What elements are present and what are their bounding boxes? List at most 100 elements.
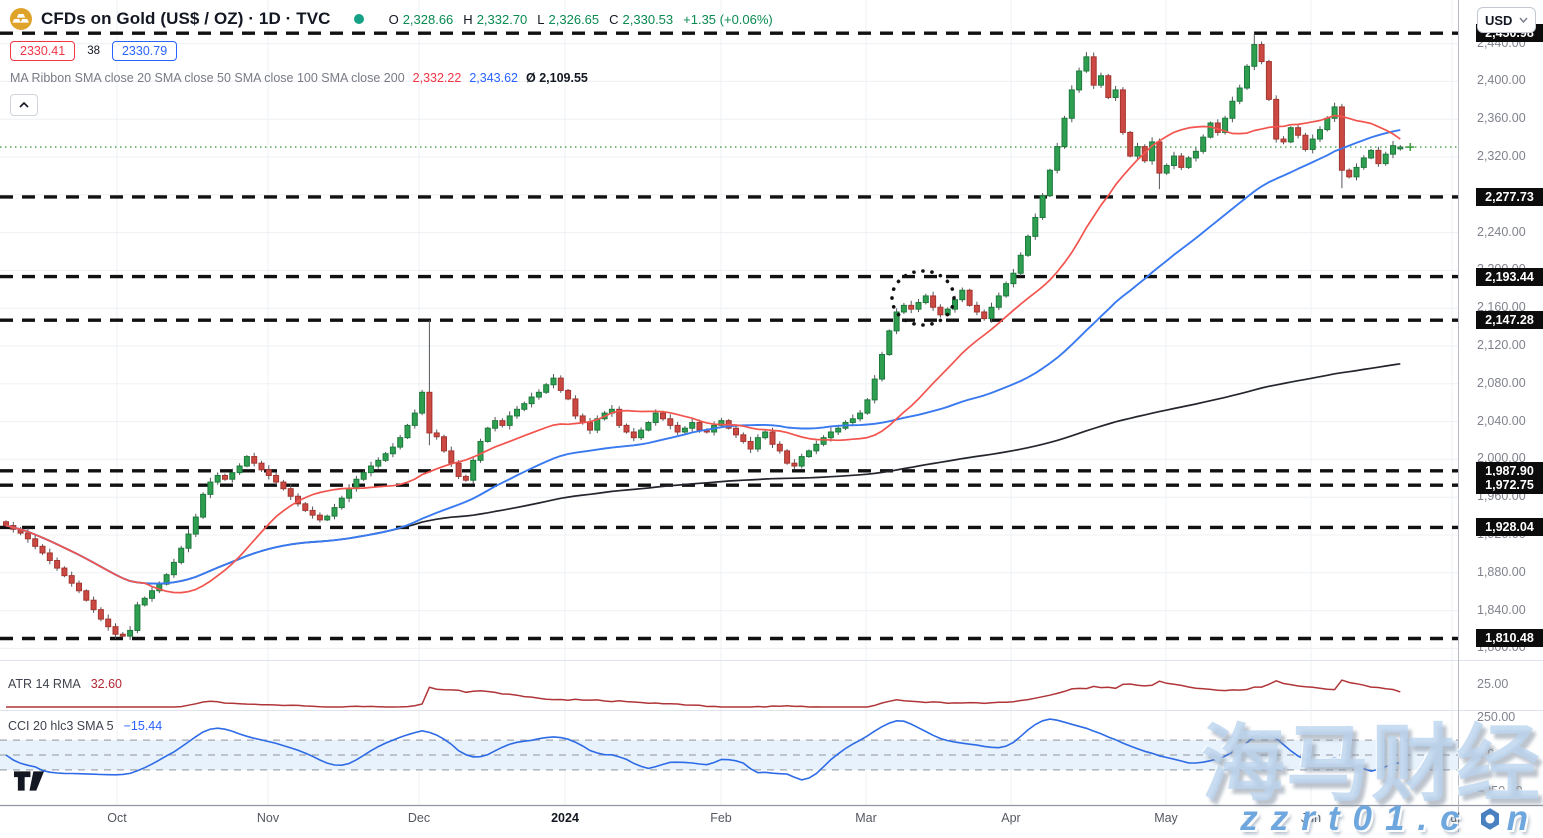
candle <box>368 465 374 474</box>
collapse-legend-button[interactable] <box>10 94 38 116</box>
candle <box>470 459 477 481</box>
candle <box>1295 127 1302 136</box>
cci-value: −15.44 <box>123 719 163 733</box>
candle <box>798 456 805 467</box>
candle <box>645 422 652 431</box>
symbol-title[interactable]: CFDs on Gold (US$ / OZ) · 1D · TVC <box>41 9 331 28</box>
time-axis-label[interactable]: Jul <box>1444 811 1460 825</box>
candle <box>791 462 798 467</box>
candle <box>1265 61 1272 100</box>
bid-ask-row: 2330.41 38 2330.79 <box>10 40 773 62</box>
tradingview-logo[interactable] <box>14 771 44 796</box>
price-axis-tick[interactable]: 2,240.00 <box>1477 224 1526 239</box>
price-level-label[interactable]: 2,147.28 <box>1476 311 1543 330</box>
time-axis-label[interactable]: 2024 <box>551 811 579 825</box>
change-value: +1.35 (+0.06%) <box>683 11 773 27</box>
candle <box>178 547 185 563</box>
time-axis-label[interactable]: Nov <box>256 811 280 825</box>
candle <box>988 306 995 320</box>
ask-price-badge[interactable]: 2330.79 <box>111 41 178 61</box>
candle <box>769 431 776 445</box>
candle <box>185 533 192 549</box>
price-axis-tick[interactable]: 2,080.00 <box>1477 375 1526 390</box>
candle <box>864 399 871 414</box>
candle <box>134 604 141 631</box>
price-level-label[interactable]: 2,193.44 <box>1476 267 1543 286</box>
price-axis-tick[interactable]: 1,840.00 <box>1477 602 1526 617</box>
close-value: 2,330.53 <box>622 11 674 27</box>
currency-selector[interactable]: USD <box>1477 7 1536 33</box>
candle <box>499 420 506 426</box>
ma-ribbon-legend[interactable]: MA Ribbon SMA close 20 SMA close 50 SMA … <box>10 71 773 85</box>
candle <box>915 302 922 310</box>
sma50-value: 2,343.62 <box>469 71 518 85</box>
candle <box>1090 56 1097 86</box>
price-axis-tick[interactable]: 2,120.00 <box>1477 338 1526 352</box>
sma-average-value: Ø 2,109.55 <box>526 71 588 85</box>
candle <box>346 488 353 499</box>
candle <box>258 462 265 471</box>
time-axis-label[interactable]: Feb <box>710 811 732 825</box>
candle <box>1076 70 1083 91</box>
cci-axis-tick[interactable]: −250.00 <box>1477 784 1523 799</box>
candle <box>806 450 812 458</box>
candle <box>696 422 703 431</box>
price-level-label[interactable]: 1,810.48 <box>1476 629 1543 648</box>
candle <box>119 633 126 637</box>
candle <box>1397 146 1404 150</box>
candle <box>433 432 440 438</box>
time-axis-label[interactable]: Oct <box>107 811 127 825</box>
candle <box>375 459 382 467</box>
candle <box>448 450 455 464</box>
candle <box>76 582 82 592</box>
open-value: 2,328.66 <box>402 11 454 27</box>
candle <box>550 377 557 386</box>
candle <box>302 503 309 511</box>
candle <box>521 403 528 410</box>
price-level-label[interactable]: 1,928.04 <box>1476 518 1543 537</box>
candle <box>623 424 630 433</box>
price-axis-tick[interactable]: 2,320.00 <box>1477 149 1526 163</box>
candle <box>638 429 645 439</box>
time-axis-label[interactable]: Jun <box>1300 811 1322 825</box>
price-level-label[interactable]: 1,972.75 <box>1476 476 1543 495</box>
price-axis-tick[interactable]: 2,400.00 <box>1477 73 1526 88</box>
time-axis-label[interactable]: Mar <box>855 811 877 825</box>
cci-axis-tick[interactable]: 250.00 <box>1477 709 1516 724</box>
sma20-line <box>5 114 1401 594</box>
time-axis-label[interactable]: Apr <box>1001 811 1021 825</box>
candle <box>397 437 404 448</box>
close-label: C <box>609 11 619 27</box>
chevron-down-icon <box>1519 17 1528 23</box>
candle <box>514 408 520 417</box>
candle <box>1149 141 1156 162</box>
candle <box>827 431 834 439</box>
candle <box>973 304 980 313</box>
bid-price-badge[interactable]: 2330.41 <box>10 41 76 61</box>
market-status-icon[interactable] <box>353 14 364 24</box>
price-axis-tick[interactable]: 2,160.00 <box>1477 300 1526 315</box>
cci-axis-tick[interactable]: 0.00 <box>1477 747 1502 761</box>
time-axis-label[interactable]: Dec <box>407 811 431 825</box>
price-level-label[interactable]: 2,277.73 <box>1476 187 1543 206</box>
candle <box>200 493 207 518</box>
candle <box>1017 254 1024 274</box>
candle <box>112 626 119 635</box>
price-level-label[interactable]: 1,987.90 <box>1476 461 1543 480</box>
candle <box>689 422 696 429</box>
atr-legend[interactable]: ATR 14 RMA 32.60 <box>8 677 122 691</box>
cci-legend[interactable]: CCI 20 hlc3 SMA 5 −15.44 <box>8 719 162 733</box>
price-axis-tick[interactable]: 2,040.00 <box>1477 413 1526 428</box>
candle <box>455 462 462 477</box>
candle <box>1032 216 1039 237</box>
candle <box>937 306 944 316</box>
candle <box>579 415 586 424</box>
candle <box>1192 150 1199 159</box>
time-axis-label[interactable]: May <box>1154 811 1178 825</box>
candle <box>754 437 761 450</box>
price-axis-tick[interactable]: 1,880.00 <box>1477 564 1526 579</box>
price-axis-tick[interactable]: 2,360.00 <box>1477 111 1526 126</box>
atr-axis-tick[interactable]: 25.00 <box>1477 677 1509 691</box>
candle <box>1280 138 1287 143</box>
